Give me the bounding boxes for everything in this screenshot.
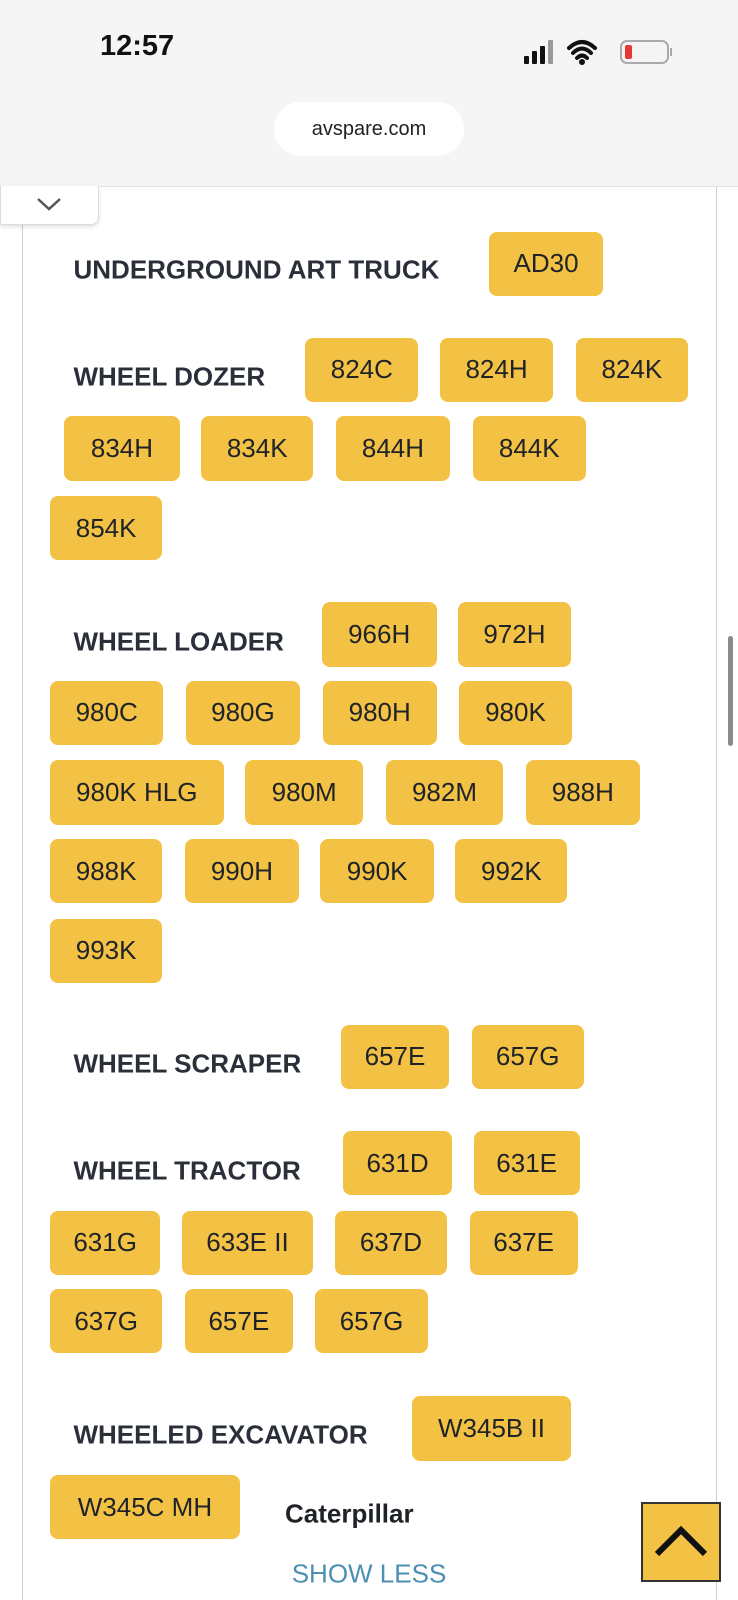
model-chip[interactable]: 980H bbox=[322, 680, 437, 746]
chevron-up bbox=[654, 1525, 708, 1557]
section-title: WHEEL TRACTOR bbox=[73, 1155, 301, 1186]
section-title: WHEEL SCRAPER bbox=[73, 1048, 302, 1079]
model-chip[interactable]: 990K bbox=[320, 839, 434, 904]
url-bar[interactable]: avspare.com bbox=[274, 102, 464, 156]
model-chip[interactable]: 637D bbox=[334, 1210, 448, 1275]
model-chip[interactable]: 657G bbox=[471, 1024, 584, 1090]
model-chip[interactable]: 631E bbox=[473, 1130, 580, 1196]
status-icons bbox=[524, 40, 672, 65]
model-chip[interactable]: 990H bbox=[184, 839, 300, 904]
model-chip[interactable]: 824C bbox=[305, 337, 419, 403]
model-chip[interactable]: 992K bbox=[455, 839, 568, 904]
model-chip[interactable]: 637G bbox=[50, 1289, 163, 1354]
model-chip[interactable]: 633E II bbox=[181, 1210, 314, 1275]
model-chip[interactable]: 854K bbox=[50, 496, 163, 561]
model-chip[interactable]: 657E bbox=[184, 1289, 293, 1354]
scroll-to-top[interactable] bbox=[641, 1502, 721, 1582]
brand-label: Caterpillar bbox=[285, 1498, 414, 1529]
model-chip[interactable]: W345C MH bbox=[50, 1474, 240, 1540]
model-chip[interactable]: 844K bbox=[472, 416, 586, 481]
browser-header: 12:57 avspare.com bbox=[0, 0, 738, 187]
model-chip[interactable]: 988K bbox=[50, 839, 163, 904]
model-chip[interactable]: 972H bbox=[458, 602, 571, 667]
model-chip[interactable]: 824H bbox=[439, 337, 554, 403]
model-chip[interactable]: 980K bbox=[459, 680, 572, 746]
model-chip[interactable]: 844H bbox=[335, 416, 451, 481]
section-title: WHEELED EXCAVATOR bbox=[73, 1419, 368, 1450]
model-chip[interactable]: 657E bbox=[340, 1024, 450, 1090]
show-less-link[interactable]: SHOW LESS bbox=[291, 1558, 447, 1589]
section-title: WHEEL LOADER bbox=[73, 626, 284, 657]
status-time: 12:57 bbox=[100, 30, 175, 62]
model-chip[interactable]: 834H bbox=[64, 416, 180, 481]
chevron-down bbox=[37, 198, 61, 211]
model-chip[interactable]: 631G bbox=[50, 1210, 161, 1275]
collapse-toggle[interactable] bbox=[0, 186, 99, 225]
model-chip[interactable]: AD30 bbox=[488, 231, 604, 296]
section-title: UNDERGROUND ART TRUCK bbox=[73, 254, 440, 285]
model-chip[interactable]: 966H bbox=[321, 602, 437, 667]
model-chip[interactable]: 993K bbox=[50, 918, 163, 983]
model-chip[interactable]: 980C bbox=[50, 680, 164, 746]
model-chip[interactable]: 657G bbox=[315, 1289, 428, 1354]
model-chip[interactable]: 824K bbox=[575, 337, 688, 403]
model-chip[interactable]: 982M bbox=[385, 760, 504, 825]
card bbox=[22, 160, 717, 1600]
model-chip[interactable]: 980K HLG bbox=[50, 760, 224, 825]
model-chip[interactable]: 637E bbox=[469, 1210, 578, 1275]
model-chip[interactable]: 834K bbox=[201, 416, 314, 481]
model-chip[interactable]: 980M bbox=[244, 760, 364, 825]
model-chip[interactable]: 988H bbox=[525, 760, 640, 825]
model-chip[interactable]: 980G bbox=[185, 680, 301, 746]
section-title: WHEEL DOZER bbox=[73, 361, 266, 392]
scrollbar bbox=[728, 636, 733, 746]
model-chip[interactable]: 631D bbox=[342, 1130, 453, 1196]
model-chip[interactable]: W345B II bbox=[412, 1396, 571, 1461]
